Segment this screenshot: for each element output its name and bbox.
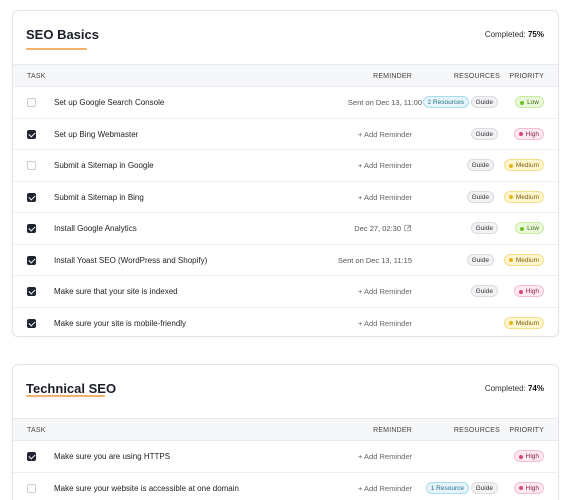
column-resources: RESOURCES: [453, 427, 500, 434]
table-row: Install Yoast SEO (WordPress and Shopify…: [13, 245, 558, 276]
task-label[interactable]: Make sure you are using HTTPS: [54, 452, 171, 461]
task-label[interactable]: Make sure that your site is indexed: [54, 287, 178, 296]
add-reminder-button[interactable]: + Add Reminder: [358, 452, 412, 461]
table-row: Set up Bing Webmaster + Add Reminder Gui…: [13, 119, 558, 150]
guide-badge[interactable]: Guide: [466, 159, 494, 171]
add-reminder-button[interactable]: + Add Reminder: [358, 129, 412, 139]
column-reminder: REMINDER: [373, 73, 412, 80]
task-label[interactable]: Install Google Analytics: [54, 224, 137, 233]
priority-badge: High: [513, 285, 544, 297]
seo-basics-card: SEO Basics Completed: 75% TASK REMINDER …: [12, 10, 559, 337]
task-label[interactable]: Set up Google Search Console: [54, 98, 165, 107]
priority-badge: High: [513, 127, 544, 140]
table-row: Make sure your website is accessible at …: [13, 473, 558, 500]
table-row: Make sure you are using HTTPS + Add Remi…: [13, 441, 558, 473]
table-row: Submit a Sitemap in Google + Add Reminde…: [13, 150, 558, 182]
section-title: Technical SEO: [26, 381, 117, 396]
guide-badge[interactable]: Guide: [466, 190, 494, 203]
guide-badge[interactable]: Guide: [470, 285, 498, 297]
task-label[interactable]: Set up Bing Webmaster: [54, 129, 139, 139]
column-resources: RESOURCES: [453, 73, 500, 80]
add-reminder-button[interactable]: + Add Reminder: [358, 318, 412, 328]
column-priority: PRIORITY: [509, 73, 544, 80]
add-reminder-button[interactable]: + Add Reminder: [358, 161, 412, 170]
completion-status: Completed: 75%: [484, 30, 544, 39]
priority-badge: High: [513, 481, 544, 494]
task-checkbox[interactable]: [27, 255, 36, 265]
table-row: Make sure that your site is indexed + Ad…: [13, 276, 558, 308]
section-title: SEO Basics: [26, 27, 99, 42]
column-task: TASK: [27, 427, 46, 434]
column-priority: PRIORITY: [509, 427, 544, 434]
reminder-status: Sent on Dec 13, 11:00: [347, 98, 422, 107]
table-row: Set up Google Search Console Sent on Dec…: [13, 87, 558, 119]
reminder-datetime[interactable]: Dec 27, 02:30: [354, 224, 412, 233]
table-row: Submit a Sitemap in Bing + Add Reminder …: [13, 182, 558, 213]
priority-badge: Medium: [503, 159, 544, 171]
table-row: Install Google Analytics Dec 27, 02:30 G…: [13, 213, 558, 245]
priority-badge: High: [513, 450, 544, 462]
completion-status: Completed: 74%: [484, 384, 544, 393]
task-checkbox[interactable]: [27, 129, 36, 139]
card-header: SEO Basics Completed: 75%: [13, 11, 558, 64]
column-reminder: REMINDER: [373, 427, 412, 434]
task-label[interactable]: Submit a Sitemap in Bing: [54, 192, 144, 202]
priority-badge: Medium: [503, 316, 544, 329]
task-checkbox[interactable]: [27, 452, 36, 461]
task-checkbox[interactable]: [27, 192, 36, 202]
task-label[interactable]: Make sure your site is mobile-friendly: [54, 318, 187, 328]
priority-badge: Medium: [503, 190, 544, 203]
table-row: Make sure your site is mobile-friendly +…: [13, 308, 558, 337]
task-checkbox[interactable]: [27, 483, 36, 493]
add-reminder-button[interactable]: + Add Reminder: [358, 483, 412, 493]
card-header: Technical SEO Completed: 74%: [13, 365, 558, 418]
add-reminder-button[interactable]: + Add Reminder: [358, 192, 412, 202]
task-checkbox[interactable]: [27, 161, 36, 170]
priority-badge: Medium: [503, 253, 544, 266]
guide-badge[interactable]: Guide: [470, 127, 498, 140]
task-checkbox[interactable]: [27, 287, 36, 296]
pencil-edit-icon[interactable]: [404, 224, 412, 232]
guide-badge[interactable]: Guide: [470, 222, 498, 234]
task-label[interactable]: Make sure your website is accessible at …: [54, 483, 239, 493]
title-underline: [26, 395, 105, 397]
task-label[interactable]: Submit a Sitemap in Google: [54, 161, 154, 170]
table-header: TASK REMINDER RESOURCES PRIORITY: [13, 64, 558, 87]
resources-badge[interactable]: 2 Resources: [422, 96, 469, 108]
guide-badge[interactable]: Guide: [470, 481, 498, 494]
guide-badge[interactable]: Guide: [470, 96, 498, 108]
title-underline: [26, 48, 87, 50]
task-checkbox[interactable]: [27, 318, 36, 328]
resources-badge[interactable]: 1 Resource: [425, 481, 469, 494]
priority-badge: Low: [515, 96, 544, 108]
task-checkbox[interactable]: [27, 224, 36, 233]
guide-badge[interactable]: Guide: [466, 253, 494, 266]
column-task: TASK: [27, 73, 46, 80]
task-label[interactable]: Install Yoast SEO (WordPress and Shopify…: [54, 255, 208, 265]
table-header: TASK REMINDER RESOURCES PRIORITY: [13, 418, 558, 441]
reminder-status: Sent on Dec 13, 11:15: [337, 255, 412, 265]
priority-badge: Low: [515, 222, 544, 234]
technical-seo-card: Technical SEO Completed: 74% TASK REMIND…: [12, 364, 559, 500]
add-reminder-button[interactable]: + Add Reminder: [358, 287, 412, 296]
task-checkbox[interactable]: [27, 98, 36, 107]
